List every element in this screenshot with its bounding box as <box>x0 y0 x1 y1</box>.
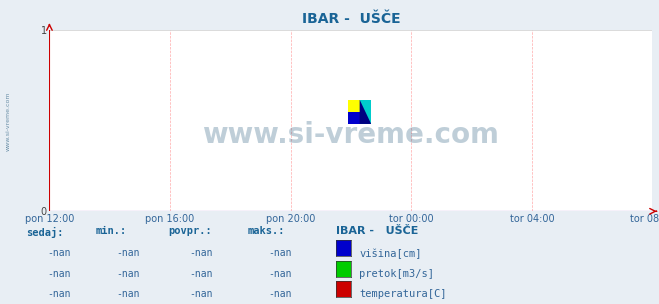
Text: -nan: -nan <box>268 269 292 279</box>
Text: pretok[m3/s]: pretok[m3/s] <box>359 269 434 279</box>
Text: maks.:: maks.: <box>247 226 285 237</box>
Text: -nan: -nan <box>47 248 71 258</box>
Polygon shape <box>360 100 371 124</box>
Text: -nan: -nan <box>47 269 71 279</box>
Bar <box>348 112 360 124</box>
Text: min.:: min.: <box>96 226 127 237</box>
Text: -nan: -nan <box>268 289 292 299</box>
Text: -nan: -nan <box>47 289 71 299</box>
Text: povpr.:: povpr.: <box>168 226 212 237</box>
Text: -nan: -nan <box>117 289 140 299</box>
Bar <box>348 100 360 112</box>
Polygon shape <box>360 100 371 124</box>
Text: temperatura[C]: temperatura[C] <box>359 289 447 299</box>
Text: IBAR -   UŠČE: IBAR - UŠČE <box>336 226 418 237</box>
Text: -nan: -nan <box>189 269 213 279</box>
Title: IBAR -  UŠČE: IBAR - UŠČE <box>302 12 400 26</box>
Text: sedaj:: sedaj: <box>26 226 64 237</box>
Text: -nan: -nan <box>117 269 140 279</box>
Text: višina[cm]: višina[cm] <box>359 248 422 259</box>
Text: www.si-vreme.com: www.si-vreme.com <box>5 92 11 151</box>
Text: -nan: -nan <box>189 248 213 258</box>
Text: -nan: -nan <box>268 248 292 258</box>
Text: -nan: -nan <box>117 248 140 258</box>
Text: www.si-vreme.com: www.si-vreme.com <box>202 121 500 149</box>
Text: -nan: -nan <box>189 289 213 299</box>
